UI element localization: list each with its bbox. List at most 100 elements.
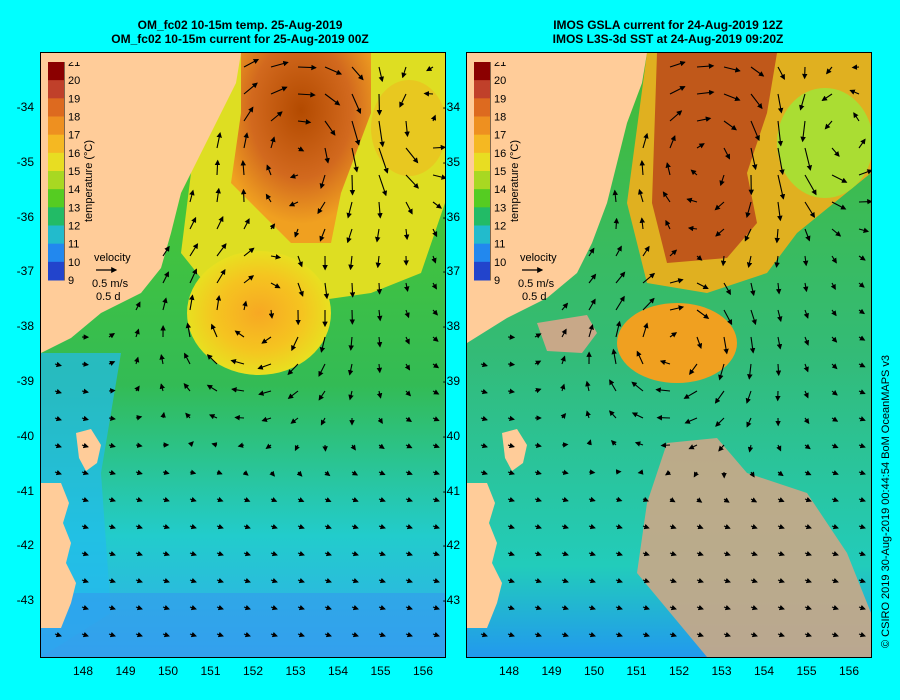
current-arrow [216,577,224,584]
current-arrow [480,361,488,368]
current-arrow [318,390,326,401]
current-arrow [297,497,305,503]
current-arrow [351,577,359,584]
current-arrow [696,116,712,122]
current-arrow [270,577,278,584]
current-arrow [317,201,326,215]
current-arrow [642,604,650,611]
longitude-label: 155 [796,664,817,678]
current-arrow [403,228,410,241]
current-arrow [696,550,704,557]
current-arrow [432,389,440,395]
colorbar-segment [48,243,64,263]
current-arrow [696,143,705,149]
colorbar-segment [474,171,490,190]
velocity-key-right: velocity 0.5 m/s 0.5 d [514,252,557,304]
current-arrow [723,147,731,160]
current-arrow [723,524,731,530]
current-arrow [631,381,644,392]
current-arrow [831,470,839,476]
current-arrow [265,443,272,450]
current-arrow [324,577,332,584]
current-arrow [189,631,197,638]
current-arrow [669,110,683,122]
current-arrow [432,309,439,316]
current-arrow [802,282,809,293]
current-arrow [243,58,260,68]
velocity-key-speed: 0.5 m/s [92,278,129,290]
current-arrow [723,309,733,326]
current-arrow [319,228,326,242]
current-arrow [134,328,140,338]
current-arrow [351,66,364,81]
latitude-label: -41 [442,483,460,498]
current-arrow [297,64,317,71]
current-arrow [189,268,198,284]
current-arrow [351,93,362,115]
current-arrow [270,254,282,260]
current-arrow [108,631,116,638]
current-arrow [216,268,226,284]
current-arrow [351,147,359,173]
current-arrow [858,389,866,395]
current-arrow [561,577,569,584]
current-arrow [243,577,251,584]
current-arrow [560,355,566,365]
current-arrow [135,415,143,421]
current-arrow [432,577,440,584]
current-arrow [750,497,758,503]
current-arrow [243,604,251,611]
current-arrow [804,631,812,638]
current-arrow [636,350,644,365]
current-arrow [270,631,278,638]
current-arrow [162,496,170,503]
current-arrow [804,201,815,219]
velocity-key-speed: 0.5 m/s [518,278,555,290]
current-arrow [723,120,737,131]
current-arrow [507,496,515,503]
current-arrow [723,577,731,584]
current-arrow [696,631,704,638]
right-title-line1: IMOS GSLA current for 24-Aug-2019 12Z [553,18,783,32]
current-arrow [831,363,838,370]
current-arrow [185,322,192,338]
colorbar-segment [474,189,490,208]
current-arrow [216,631,224,638]
current-arrow [637,469,644,475]
current-arrow [696,577,704,584]
colorbar-tick-label: 17 [494,130,506,142]
current-arrow [349,282,356,298]
current-arrow [480,631,488,638]
current-arrow [858,577,866,584]
current-arrow [858,443,866,449]
current-arrow [715,417,725,427]
current-arrow [189,216,197,230]
current-arrow [206,384,218,392]
current-arrow [162,577,170,584]
colorbar-segment [474,134,490,154]
colorbar-tick-label: 14 [494,184,506,196]
current-arrow [81,469,89,476]
current-arrow [108,550,116,557]
current-arrow [831,336,838,343]
latitude-label: -36 [442,209,460,224]
current-arrow [858,362,866,368]
current-arrow [858,227,870,233]
current-arrow [378,66,384,83]
land-tasmania [41,483,76,628]
current-arrow [686,197,698,204]
current-arrow [215,187,221,203]
colorbar-segment [474,261,490,281]
current-arrow [777,309,783,323]
colorbar-tick-label: 15 [494,166,506,178]
current-arrow [404,120,410,138]
current-arrow [750,523,758,530]
current-arrow [288,201,299,207]
current-arrow [831,604,839,611]
current-arrow [378,604,386,611]
current-arrow [211,442,218,448]
current-arrow [585,380,591,392]
current-arrow [405,604,413,611]
current-arrow [696,336,703,350]
colorbar-tick-label: 10 [494,257,506,269]
